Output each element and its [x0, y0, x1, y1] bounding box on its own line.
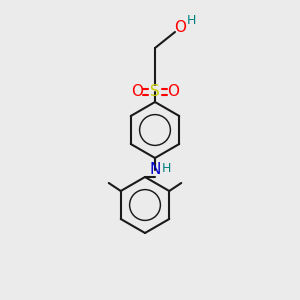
Text: N: N [149, 163, 161, 178]
Text: O: O [174, 20, 186, 34]
Text: H: H [161, 163, 171, 176]
Text: S: S [150, 85, 160, 100]
Text: O: O [167, 85, 179, 100]
Text: O: O [131, 85, 143, 100]
Text: H: H [186, 14, 196, 28]
